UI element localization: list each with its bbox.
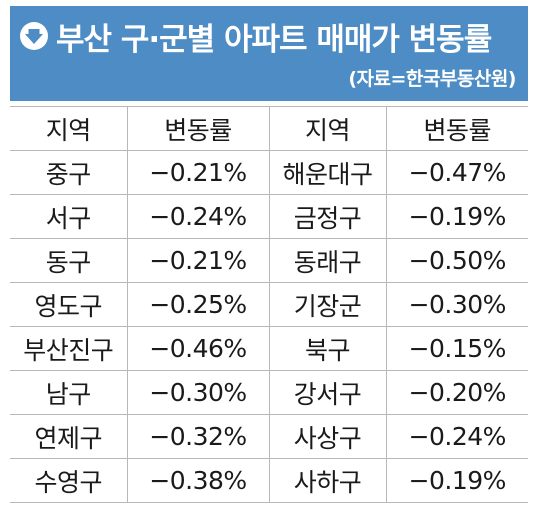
rate-cell: −0.19% — [385, 194, 528, 239]
region-cell: 사하구 — [268, 458, 387, 503]
rate-cell: −0.47% — [385, 150, 528, 195]
table-header-row: 지역 변동률 지역 변동률 — [10, 106, 528, 151]
rate-cell: −0.30% — [126, 370, 270, 415]
region-cell: 서구 — [10, 194, 128, 239]
table-row: 부산진구 −0.46% 북구 −0.15% — [10, 326, 528, 371]
rate-cell: −0.32% — [126, 414, 270, 459]
rate-cell: −0.24% — [385, 414, 528, 459]
region-cell: 연제구 — [10, 414, 128, 459]
rate-cell: −0.38% — [126, 458, 270, 503]
table-row: 중구 −0.21% 해운대구 −0.47% — [10, 150, 528, 195]
column-header-rate: 변동률 — [385, 106, 528, 151]
column-header-rate: 변동률 — [126, 106, 270, 151]
region-cell: 부산진구 — [10, 326, 128, 371]
region-cell: 동래구 — [268, 238, 387, 283]
region-cell: 동구 — [10, 238, 128, 283]
rate-cell: −0.46% — [126, 326, 270, 371]
header-banner: 부산 구·군별 아파트 매매가 변동률 (자료=한국부동산원) — [10, 6, 528, 101]
rate-cell: −0.25% — [126, 282, 270, 327]
rate-cell: −0.19% — [385, 458, 528, 503]
title-row: 부산 구·군별 아파트 매매가 변동률 — [18, 16, 492, 58]
page-title: 부산 구·군별 아파트 매매가 변동률 — [56, 21, 492, 58]
rate-cell: −0.20% — [385, 370, 528, 415]
rate-cell: −0.21% — [126, 238, 270, 283]
region-cell: 해운대구 — [268, 150, 387, 195]
region-cell: 중구 — [10, 150, 128, 195]
region-cell: 남구 — [10, 370, 128, 415]
rate-cell: −0.21% — [126, 150, 270, 195]
column-header-region: 지역 — [10, 106, 128, 151]
table-row: 수영구 −0.38% 사하구 −0.19% — [10, 458, 528, 503]
rate-cell: −0.50% — [385, 238, 528, 283]
rate-table: 지역 변동률 지역 변동률 중구 −0.21% 해운대구 −0.47% 서구 −… — [10, 106, 528, 503]
region-cell: 사상구 — [268, 414, 387, 459]
table-row: 동구 −0.21% 동래구 −0.50% — [10, 238, 528, 283]
region-cell: 북구 — [268, 326, 387, 371]
table-row: 연제구 −0.32% 사상구 −0.24% — [10, 414, 528, 459]
table-row: 영도구 −0.25% 기장군 −0.30% — [10, 282, 528, 327]
rate-cell: −0.24% — [126, 194, 270, 239]
region-cell: 영도구 — [10, 282, 128, 327]
column-header-region: 지역 — [268, 106, 387, 151]
region-cell: 금정구 — [268, 194, 387, 239]
region-cell: 수영구 — [10, 458, 128, 503]
rate-cell: −0.15% — [385, 326, 528, 371]
source-caption: (자료=한국부동산원) — [348, 68, 516, 90]
table-row: 남구 −0.30% 강서구 −0.20% — [10, 370, 528, 415]
down-arrow-circle-icon — [18, 20, 50, 52]
region-cell: 기장군 — [268, 282, 387, 327]
rate-cell: −0.30% — [385, 282, 528, 327]
table-row: 서구 −0.24% 금정구 −0.19% — [10, 194, 528, 239]
region-cell: 강서구 — [268, 370, 387, 415]
